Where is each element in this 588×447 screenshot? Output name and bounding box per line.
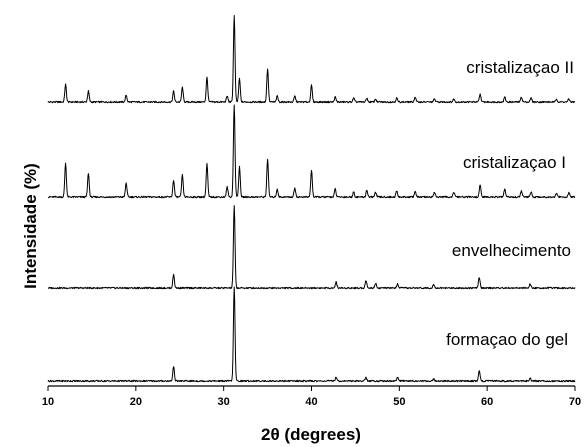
- series-label: formaçao do gel: [446, 330, 568, 349]
- x-tick-label: 50: [393, 396, 405, 408]
- series-trace: [47, 286, 576, 383]
- x-tick-label: 20: [130, 396, 142, 408]
- x-axis-title: 2θ (degrees): [261, 425, 361, 444]
- series-labels: cristalizaçao II cristalizaçao I envelheci…: [446, 58, 574, 349]
- x-ticks: 10 20 30 40 50 60 70: [42, 386, 581, 408]
- x-tick-label: 60: [481, 396, 493, 408]
- series-label: cristalizaçao II: [466, 58, 574, 77]
- x-tick-label: 30: [218, 396, 230, 408]
- series-trace: [47, 15, 576, 104]
- series-trace: [47, 104, 576, 199]
- x-tick-label: 70: [569, 396, 581, 408]
- y-axis-title: Intensidade (%): [21, 163, 40, 289]
- series-label: envelhecimento: [452, 241, 571, 260]
- series-trace: [47, 205, 576, 290]
- x-tick-label: 10: [42, 396, 54, 408]
- series-label: cristalizaçao I: [463, 153, 566, 172]
- plot-traces: [47, 15, 576, 383]
- x-tick-label: 40: [305, 396, 317, 408]
